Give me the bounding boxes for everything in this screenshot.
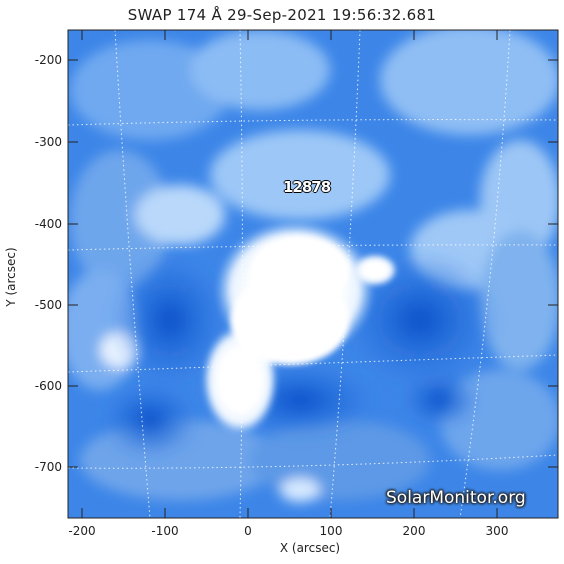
solar-corona-image bbox=[68, 30, 558, 518]
image-title: SWAP 174 Å 29-Sep-2021 19:56:32.681 bbox=[127, 6, 437, 24]
x-tick-label: 300 bbox=[486, 524, 509, 538]
y-tick-label: -200 bbox=[35, 53, 62, 67]
active-region-number: 12878 bbox=[283, 178, 331, 196]
y-tick-label: -500 bbox=[35, 298, 62, 312]
y-tick-label: -300 bbox=[35, 135, 62, 149]
y-tick-label: -700 bbox=[35, 460, 62, 474]
x-tick-label: -200 bbox=[68, 524, 95, 538]
x-tick-label: 200 bbox=[403, 524, 426, 538]
heliographic-grid bbox=[68, 30, 558, 518]
x-axis-label: X (arcsec) bbox=[279, 541, 341, 555]
x-tick-label: 0 bbox=[244, 524, 252, 538]
y-tick-label: -400 bbox=[35, 217, 62, 231]
y-tick-label: -600 bbox=[35, 379, 62, 393]
x-tick-labels: -200 -100 0 100 200 300 bbox=[68, 524, 508, 538]
x-tick-label: 100 bbox=[320, 524, 343, 538]
plot-frame bbox=[67, 29, 559, 519]
watermark-logo: SolarMonitor.org bbox=[386, 488, 526, 508]
y-tick-labels: -200 -300 -400 -500 -600 -700 bbox=[35, 53, 62, 474]
x-tick-label: -100 bbox=[151, 524, 178, 538]
axis-ticks bbox=[68, 30, 558, 518]
y-axis-label: Y (arcsec) bbox=[4, 247, 18, 307]
